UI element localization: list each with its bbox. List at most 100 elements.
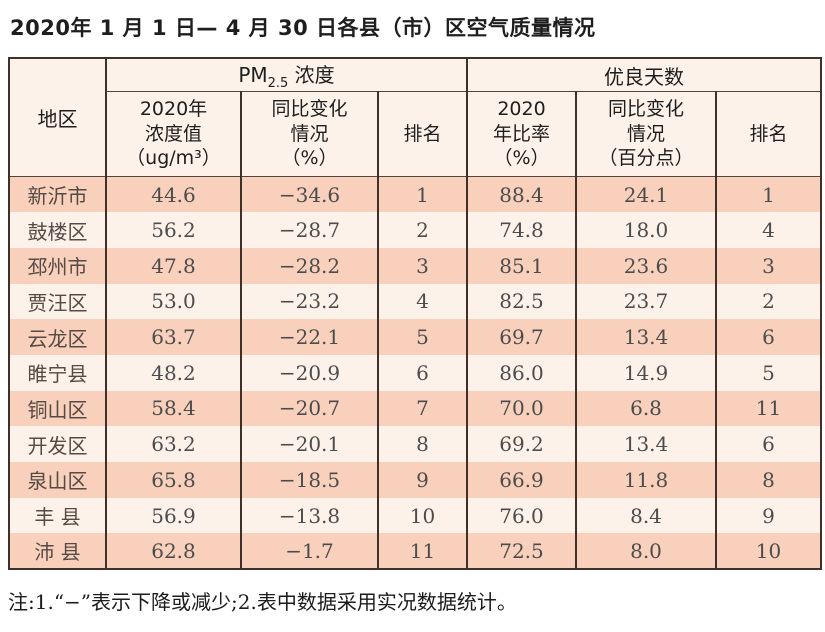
region-cell: 新沂市 — [8, 176, 107, 213]
table-row: 云龙区 63.7 −22.1 5 69.7 13.4 6 — [8, 319, 822, 355]
col-group-good-days: 优良天数 — [466, 58, 822, 92]
table-row: 贾汪区 53.0 −23.2 4 82.5 23.7 2 — [8, 283, 822, 320]
good-rank-cell: 9 — [715, 497, 822, 534]
good-change-cell: 18.0 — [575, 212, 717, 248]
pm25-label-prefix: PM — [238, 63, 268, 87]
good-change-cell: 23.6 — [575, 247, 717, 284]
region-cell: 睢宁县 — [8, 354, 107, 391]
pm-rank-cell: 2 — [377, 212, 468, 248]
pm-rank-cell: 1 — [377, 176, 468, 213]
page-title: 2020年 1 月 1 日— 4 月 30 日各县（市）区空气质量情况 — [10, 16, 596, 40]
pm-rank-cell: 11 — [377, 533, 468, 570]
pm-value-cell: 44.6 — [105, 176, 242, 213]
pm-value-cell: 48.2 — [105, 354, 242, 391]
pm-value-cell: 62.8 — [105, 533, 242, 570]
good-rank-cell: 1 — [715, 176, 822, 213]
table-row: 睢宁县 48.2 −20.9 6 86.0 14.9 5 — [8, 354, 822, 391]
pm-change-cell: −1.7 — [240, 533, 379, 570]
pm-rank-cell: 7 — [377, 390, 468, 427]
good-change-cell: 14.9 — [575, 354, 717, 391]
good-change-cell: 24.1 — [575, 176, 717, 213]
region-cell: 丰 县 — [8, 497, 107, 534]
good-change-cell: 13.4 — [575, 426, 717, 462]
col-header-pm-rank: 排名 — [377, 91, 468, 177]
pm-change-cell: −23.2 — [240, 283, 379, 320]
good-rate-cell: 88.4 — [466, 176, 577, 213]
region-cell: 邳州市 — [8, 247, 107, 284]
pm-change-cell: −20.1 — [240, 426, 379, 462]
pm-rank-cell: 6 — [377, 354, 468, 391]
pm25-label-subscript: 2.5 — [267, 76, 289, 91]
table-row: 沛 县 62.8 −1.7 11 72.5 8.0 10 — [8, 533, 822, 570]
good-rank-cell: 6 — [715, 426, 822, 462]
pm-change-cell: −34.6 — [240, 176, 379, 213]
air-quality-table: 地区 PM2.5 浓度 优良天数 2020年 浓度值 （ug/m³） 同比变化 … — [8, 57, 822, 571]
region-cell: 开发区 — [8, 426, 107, 462]
pm-rank-cell: 9 — [377, 462, 468, 498]
col-header-good-change: 同比变化 情况 （百分点） — [575, 91, 717, 177]
region-cell: 沛 县 — [8, 533, 107, 570]
pm-change-cell: −28.7 — [240, 212, 379, 248]
good-rate-cell: 85.1 — [466, 247, 577, 284]
table-row: 丰 县 56.9 −13.8 10 76.0 8.4 9 — [8, 497, 822, 534]
pm-rank-cell: 4 — [377, 283, 468, 320]
header-group-row: 地区 PM2.5 浓度 优良天数 — [8, 58, 822, 177]
good-rate-cell: 86.0 — [466, 354, 577, 391]
good-rank-cell: 3 — [715, 247, 822, 284]
table-row: 鼓楼区 56.2 −28.7 2 74.8 18.0 4 — [8, 212, 822, 248]
pm-value-cell: 53.0 — [105, 283, 242, 320]
good-change-cell: 11.8 — [575, 462, 717, 498]
table-row: 邳州市 47.8 −28.2 3 85.1 23.6 3 — [8, 247, 822, 284]
pm-value-cell: 65.8 — [105, 462, 242, 498]
footnote: 注:1.“−”表示下降或减少;2.表中数据采用实况数据统计。 — [8, 590, 517, 615]
good-rate-cell: 76.0 — [466, 497, 577, 534]
region-cell: 铜山区 — [8, 390, 107, 427]
good-change-cell: 13.4 — [575, 319, 717, 355]
col-header-good-rank: 排名 — [715, 91, 822, 177]
pm-change-cell: −18.5 — [240, 462, 379, 498]
good-rate-cell: 66.9 — [466, 462, 577, 498]
pm-change-cell: −22.1 — [240, 319, 379, 355]
table-row: 新沂市 44.6 −34.6 1 88.4 24.1 1 — [8, 176, 822, 213]
region-cell: 云龙区 — [8, 319, 107, 355]
pm-rank-cell: 10 — [377, 497, 468, 534]
pm-rank-cell: 5 — [377, 319, 468, 355]
pm-change-cell: −28.2 — [240, 247, 379, 284]
col-header-good-rate: 2020 年比率 （%） — [466, 91, 577, 177]
good-rank-cell: 5 — [715, 354, 822, 391]
table-row: 铜山区 58.4 −20.7 7 70.0 6.8 11 — [8, 390, 822, 427]
good-rate-cell: 74.8 — [466, 212, 577, 248]
good-change-cell: 6.8 — [575, 390, 717, 427]
table-body: 新沂市 44.6 −34.6 1 88.4 24.1 1 鼓楼区 56.2 −28.7 2 74.8 1… — [8, 176, 822, 570]
good-rank-cell: 2 — [715, 283, 822, 320]
region-cell: 鼓楼区 — [8, 212, 107, 248]
col-header-region: 地区 — [8, 58, 107, 177]
pm-change-cell: −20.7 — [240, 390, 379, 427]
pm-value-cell: 63.7 — [105, 319, 242, 355]
pm-value-cell: 58.4 — [105, 390, 242, 427]
col-header-pm-value: 2020年 浓度值 （ug/m³） — [105, 91, 242, 177]
good-rate-cell: 70.0 — [466, 390, 577, 427]
table-row: 泉山区 65.8 −18.5 9 66.9 11.8 8 — [8, 462, 822, 498]
good-rate-cell: 72.5 — [466, 533, 577, 570]
good-rank-cell: 11 — [715, 390, 822, 427]
pm-change-cell: −20.9 — [240, 354, 379, 391]
pm-value-cell: 47.8 — [105, 247, 242, 284]
region-cell: 泉山区 — [8, 462, 107, 498]
header-sub-row: 2020年 浓度值 （ug/m³） 同比变化 情况 （%） 排名 2020 年比… — [9, 91, 822, 177]
pm-value-cell: 63.2 — [105, 426, 242, 462]
region-cell: 贾汪区 — [8, 283, 107, 320]
pm-value-cell: 56.2 — [105, 212, 242, 248]
pm-rank-cell: 8 — [377, 426, 468, 462]
good-rate-cell: 69.7 — [466, 319, 577, 355]
pm-value-cell: 56.9 — [105, 497, 242, 534]
good-rank-cell: 4 — [715, 212, 822, 248]
good-change-cell: 8.0 — [575, 533, 717, 570]
good-rank-cell: 6 — [715, 319, 822, 355]
table-row: 开发区 63.2 −20.1 8 69.2 13.4 6 — [8, 426, 822, 462]
col-group-pm25: PM2.5 浓度 — [105, 58, 468, 92]
col-header-pm-change: 同比变化 情况 （%） — [240, 91, 379, 177]
good-change-cell: 8.4 — [575, 497, 717, 534]
good-rate-cell: 82.5 — [466, 283, 577, 320]
pm-rank-cell: 3 — [377, 247, 468, 284]
